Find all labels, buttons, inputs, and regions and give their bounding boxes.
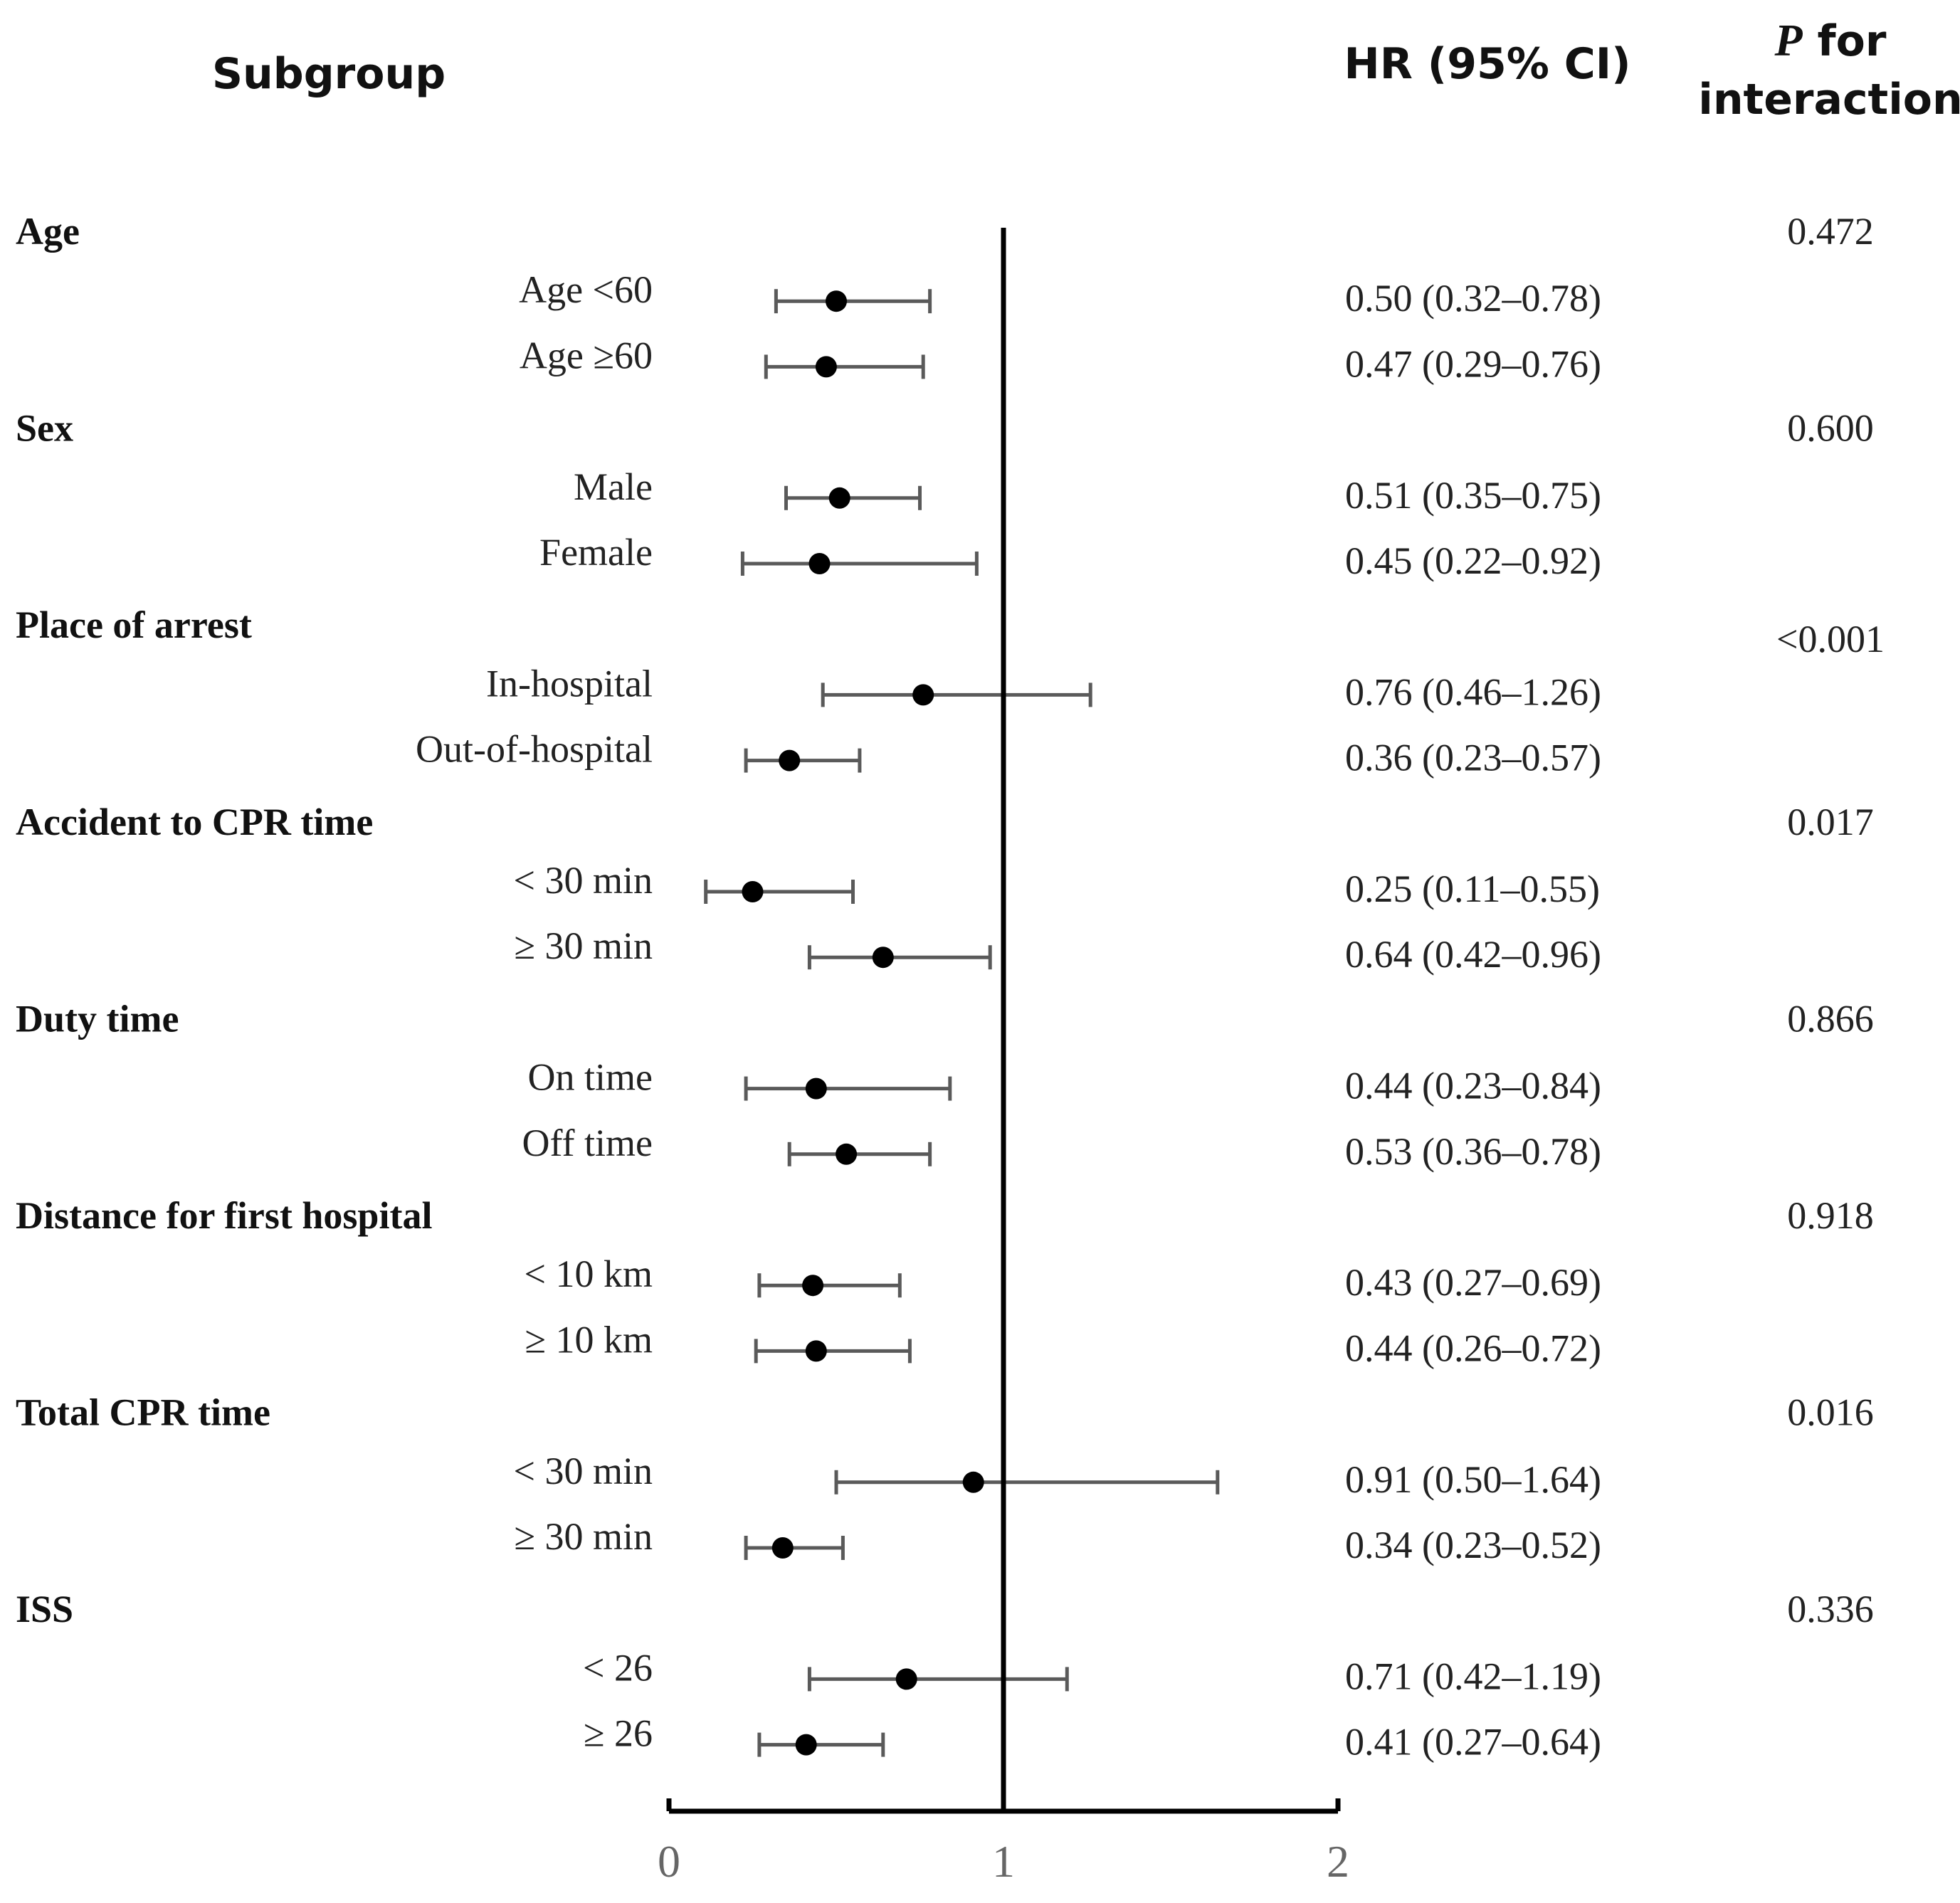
hr-point: [805, 1077, 827, 1100]
forest-rows: Age 0.472 Age <60 0.50 (0.32–0.78) Age ≥60 0.…: [16, 210, 1885, 1764]
hr-ci-value: 0.51 (0.35–0.75): [1345, 474, 1601, 517]
hr-ci-value: 0.44 (0.23–0.84): [1345, 1065, 1601, 1107]
hr-ci-value: 0.91 (0.50–1.64): [1345, 1458, 1601, 1501]
subgroup-header: Subgroup: [212, 49, 446, 99]
p-for-label: for: [1803, 16, 1887, 66]
group-label: Duty time: [16, 997, 179, 1040]
p-value: 0.336: [1787, 1588, 1874, 1630]
hr-ci-value: 0.53 (0.36–0.78): [1345, 1130, 1601, 1173]
p-italic-label: P: [1774, 15, 1803, 65]
subgroup-label: < 26: [583, 1646, 653, 1689]
hr-ci-value: 0.76 (0.46–1.26): [1345, 670, 1601, 713]
subgroup-label: Age ≥60: [520, 334, 653, 376]
subgroup-label: Female: [539, 531, 653, 574]
subgroup-label: ≥ 10 km: [525, 1318, 653, 1361]
hr-point: [795, 1734, 817, 1756]
subgroup-label: On time: [528, 1056, 653, 1099]
hr-ci-value: 0.50 (0.32–0.78): [1345, 277, 1601, 320]
subgroup-label: In-hospital: [486, 662, 653, 705]
subgroup-label: ≥ 30 min: [514, 1515, 653, 1558]
hr-point: [828, 487, 850, 509]
hr-point: [808, 553, 831, 574]
hr-ci-value: 0.41 (0.27–0.64): [1345, 1721, 1601, 1764]
p-interaction-header-line1: P for: [1774, 15, 1887, 66]
group-label: ISS: [16, 1588, 73, 1630]
subgroup-label: Off time: [522, 1122, 653, 1164]
hr-point: [771, 1537, 794, 1559]
subgroup-label: ≥ 30 min: [514, 924, 653, 967]
hr-point: [872, 947, 894, 969]
group-label: Accident to CPR time: [16, 801, 373, 843]
hr-point: [836, 1143, 858, 1165]
subgroup-label: Out-of-hospital: [416, 728, 653, 771]
hr-point: [742, 881, 764, 902]
p-value: 0.866: [1787, 997, 1874, 1040]
hr-ci-value: 0.25 (0.11–0.55): [1345, 868, 1600, 910]
hr-ci-value: 0.34 (0.23–0.52): [1345, 1524, 1601, 1566]
subgroup-label: ≥ 26: [584, 1712, 653, 1755]
p-value: 0.016: [1787, 1391, 1874, 1434]
x-tick-label: 1: [992, 1836, 1015, 1887]
hr-ci-value: 0.64 (0.42–0.96): [1345, 933, 1601, 976]
p-value: 0.472: [1787, 210, 1874, 253]
hr-ci-value: 0.47 (0.29–0.76): [1345, 342, 1601, 385]
hr-ci-value: 0.44 (0.26–0.72): [1345, 1327, 1601, 1369]
p-value: 0.600: [1787, 407, 1874, 450]
p-value: 0.918: [1787, 1194, 1874, 1237]
group-label: Age: [16, 210, 80, 253]
subgroup-label: < 30 min: [514, 1450, 653, 1492]
group-label: Distance for first hospital: [16, 1194, 432, 1237]
hr-ci-value: 0.71 (0.42–1.19): [1345, 1655, 1601, 1697]
hr-ci-value: 0.45 (0.22–0.92): [1345, 539, 1601, 582]
p-interaction-header-line2: interaction: [1698, 75, 1960, 125]
hr-ci-value: 0.43 (0.27–0.69): [1345, 1261, 1601, 1304]
p-value: 0.017: [1787, 801, 1874, 843]
subgroup-label: < 10 km: [525, 1253, 653, 1295]
x-axis: 0 1 2: [658, 228, 1349, 1887]
subgroup-label: Male: [574, 465, 653, 508]
hr-point: [805, 1340, 827, 1362]
p-value: <0.001: [1776, 618, 1885, 660]
group-label: Sex: [16, 407, 73, 450]
subgroup-label: Age <60: [519, 268, 653, 311]
x-tick-label: 0: [658, 1836, 680, 1887]
hr-point: [826, 290, 847, 312]
group-label: Total CPR time: [16, 1391, 270, 1434]
hr-point: [962, 1471, 984, 1493]
hr-point: [815, 356, 837, 378]
hr-point: [802, 1275, 824, 1297]
subgroup-label: < 30 min: [514, 859, 653, 902]
hr-point: [779, 749, 801, 771]
hr-ci-header: HR (95% CI): [1344, 39, 1630, 89]
hr-point: [912, 684, 934, 706]
x-tick-label: 2: [1327, 1836, 1349, 1887]
group-label: Place of arrest: [16, 603, 252, 646]
hr-ci-value: 0.36 (0.23–0.57): [1345, 737, 1601, 779]
hr-point: [895, 1668, 917, 1690]
